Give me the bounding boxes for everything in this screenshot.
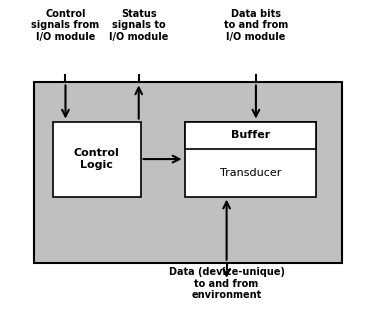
Bar (184, 121, 316, 149)
Bar (53, 121, 141, 197)
Text: Buffer: Buffer (231, 130, 270, 140)
Bar (34, 83, 342, 263)
Bar (184, 121, 316, 197)
Text: Status
signals to
I/O module: Status signals to I/O module (109, 9, 168, 42)
Text: Transducer: Transducer (220, 167, 281, 178)
Text: Control
signals from
I/O module: Control signals from I/O module (31, 9, 100, 42)
Text: Data (device-unique)
to and from
environment: Data (device-unique) to and from environ… (169, 267, 284, 300)
Text: Control
Logic: Control Logic (74, 148, 120, 170)
Text: Data bits
to and from
I/O module: Data bits to and from I/O module (224, 9, 288, 42)
